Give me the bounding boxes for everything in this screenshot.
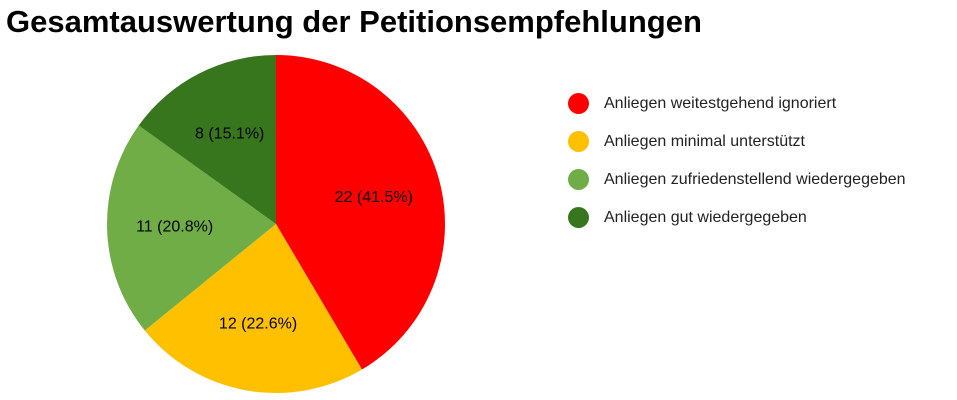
legend-item: Anliegen weitestgehend ignoriert [568, 89, 906, 118]
legend-label: Anliegen gut wiedergegeben [604, 208, 807, 226]
legend-swatch [568, 207, 589, 228]
slice-label: 11 (20.8%) [136, 219, 213, 236]
legend-label: Anliegen weitestgehend ignoriert [604, 94, 837, 112]
legend-swatch [568, 131, 589, 152]
legend-label: Anliegen zufriedenstellend wiedergegeben [604, 170, 906, 188]
slice-label: 12 (22.6%) [219, 315, 297, 332]
slice-label: 22 (41.5%) [335, 189, 413, 206]
pie-slices [106, 55, 446, 394]
pie-slice [106, 125, 276, 331]
legend-item: Anliegen zufriedenstellend wiedergegeben [568, 165, 906, 194]
pie-slice [144, 224, 362, 394]
slice-label: 8 (15.1%) [195, 125, 264, 142]
legend-item: Anliegen gut wiedergegeben [568, 203, 906, 232]
pie-slice [138, 55, 276, 224]
pie-slice [276, 55, 446, 370]
legend-item: Anliegen minimal unterstützt [568, 127, 906, 156]
legend-label: Anliegen minimal unterstützt [604, 132, 805, 150]
chart-title: Gesamtauswertung der Petitionsempfehlung… [6, 4, 702, 39]
legend-swatch [568, 169, 589, 190]
legend-swatch [568, 93, 589, 114]
legend: Anliegen weitestgehend ignoriert Anliegen… [568, 89, 906, 241]
pie-slice-labels: 22 (41.5%) 12 (22.6%) 11 (20.8%) 8 (15.1%) [136, 125, 413, 332]
